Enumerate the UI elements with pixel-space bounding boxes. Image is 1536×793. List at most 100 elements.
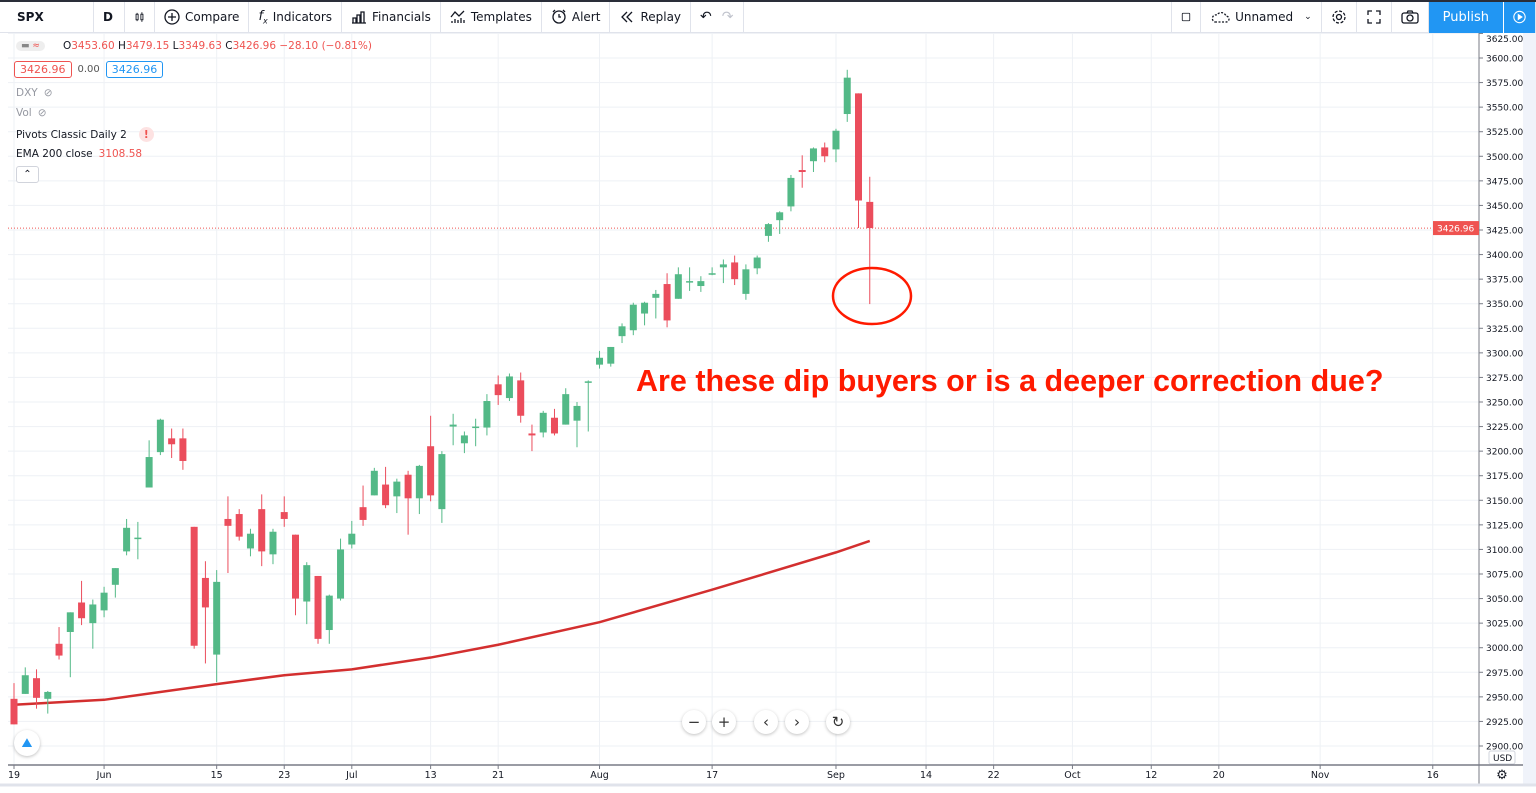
time-tick-label: 22 [988, 770, 1000, 781]
candle-up [303, 565, 311, 602]
minus-icon: − [687, 713, 701, 731]
tradingview-logo[interactable]: ⛰ [14, 730, 40, 756]
candle-down [494, 384, 502, 396]
scroll-right-button[interactable]: › [785, 710, 809, 734]
top-toolbar: SPX D Compare fx Indicators Financials Te… [0, 0, 1536, 33]
warning-icon[interactable]: ! [138, 127, 154, 142]
pivots-label: Pivots Classic Daily 2 [16, 128, 127, 141]
candle-up [213, 581, 221, 655]
candle-up [607, 346, 615, 364]
replay-button[interactable]: Replay [610, 1, 692, 33]
eye-hidden-icon[interactable]: ⊘ [37, 107, 47, 119]
publish-button[interactable]: Publish [1428, 1, 1503, 33]
symbol-search[interactable]: SPX [0, 1, 94, 33]
dxy-legend: DXY ⊘ [16, 87, 53, 99]
price-chart[interactable]: 3625.00 3600.00 3575.00 3550.00 3525.00 3500.… [0, 33, 1536, 793]
replay-label: Replay [640, 10, 682, 24]
candles-icon [135, 12, 144, 22]
candle-up [764, 224, 772, 236]
price-tick-label: 3175.00 [1486, 472, 1523, 482]
candle-down [179, 438, 187, 461]
candle-down [663, 284, 671, 321]
collapse-legend-button[interactable]: ⌃ [16, 166, 39, 183]
candle-up [460, 435, 468, 444]
compare-button[interactable]: Compare [155, 1, 250, 33]
candle-down [190, 526, 198, 646]
price-tick-label: 2925.00 [1486, 718, 1523, 728]
collapse-toggle[interactable]: ▬ ≈ [16, 41, 45, 51]
price-tick-label: 2950.00 [1486, 693, 1523, 703]
price-tick-label: 3575.00 [1486, 79, 1523, 89]
candle-up [89, 604, 97, 624]
reset-icon: ↻ [831, 713, 845, 731]
undo-icon[interactable]: ↶ [700, 9, 712, 25]
financials-button[interactable]: Financials [342, 1, 441, 33]
last-price-badge [1433, 221, 1479, 236]
price-tick-label: 3300.00 [1486, 349, 1523, 359]
price-tick-label: 3475.00 [1486, 177, 1523, 187]
ask-price[interactable]: 3426.96 [105, 61, 164, 78]
annotation-circle [831, 266, 913, 326]
zoom-out-button[interactable]: − [682, 710, 706, 734]
rewind-icon [621, 11, 633, 23]
time-tick-label: 20 [1213, 770, 1225, 781]
chart-type-button[interactable] [125, 1, 155, 33]
candle-up [44, 691, 52, 699]
time-tick-label: 19 [8, 770, 20, 781]
candle-up [269, 531, 277, 555]
time-tick-label: Jul [345, 770, 357, 781]
play-button[interactable] [1503, 1, 1536, 33]
ema-label: EMA 200 close [16, 148, 93, 160]
compare-label: Compare [185, 10, 240, 24]
eye-hidden-icon[interactable]: ⊘ [43, 87, 53, 99]
alert-label: Alert [571, 10, 601, 24]
candle-up [843, 77, 851, 115]
plus-icon: + [717, 713, 731, 731]
fullscreen-icon [1367, 10, 1381, 24]
currency-badge [1488, 750, 1516, 765]
price-tick-label: 3075.00 [1486, 571, 1523, 581]
pivots-legend: Pivots Classic Daily 2! [16, 127, 154, 142]
zoom-in-button[interactable]: + [712, 710, 736, 734]
right-scrollbar [1523, 33, 1536, 785]
redo-icon[interactable]: ↷ [721, 9, 734, 25]
candle-up [156, 419, 164, 453]
settings-button[interactable] [1322, 1, 1357, 33]
snapshot-button[interactable] [1392, 1, 1429, 33]
candle-up [686, 281, 694, 283]
candle-down [201, 577, 209, 608]
alert-button[interactable]: Alert [542, 1, 611, 33]
candle-up [618, 326, 626, 337]
candle-down [550, 417, 558, 434]
price-tick-label: 3450.00 [1486, 202, 1523, 212]
axis-settings-gear-icon[interactable]: ⚙ [1496, 768, 1508, 783]
time-tick-label: 16 [1427, 770, 1439, 781]
indicators-label: Indicators [272, 10, 333, 24]
scroll-left-button[interactable]: ‹ [754, 710, 778, 734]
cloud-icon [1211, 11, 1230, 23]
price-tick-label: 3225.00 [1486, 423, 1523, 433]
candle-down [10, 698, 18, 725]
price-tick-label: 3200.00 [1486, 448, 1523, 458]
candle-up [674, 274, 682, 299]
price-tick-label: 3500.00 [1486, 153, 1523, 163]
price-tick-label: 3250.00 [1486, 399, 1523, 409]
interval-button[interactable]: D [94, 1, 125, 33]
templates-button[interactable]: Templates [441, 1, 542, 33]
symbol-label: SPX [17, 10, 44, 24]
candle-up [629, 304, 637, 331]
bid-price[interactable]: 3426.96 [14, 61, 72, 78]
time-tick-label: 14 [920, 770, 932, 781]
price-tick-label: 3425.00 [1486, 227, 1523, 237]
indicators-button[interactable]: fx Indicators [249, 1, 343, 33]
candle-down [731, 262, 739, 280]
fullscreen-button[interactable] [1357, 1, 1392, 33]
candle-up [776, 212, 784, 221]
reset-chart-button[interactable]: ↻ [826, 710, 850, 734]
layout-button[interactable] [1171, 1, 1202, 33]
templates-icon [450, 10, 465, 23]
layout-name-dropdown[interactable]: Unnamed ⌄ [1201, 1, 1322, 33]
candle-down [258, 509, 266, 552]
time-tick-label: 23 [278, 770, 290, 781]
candle-up [134, 537, 142, 540]
